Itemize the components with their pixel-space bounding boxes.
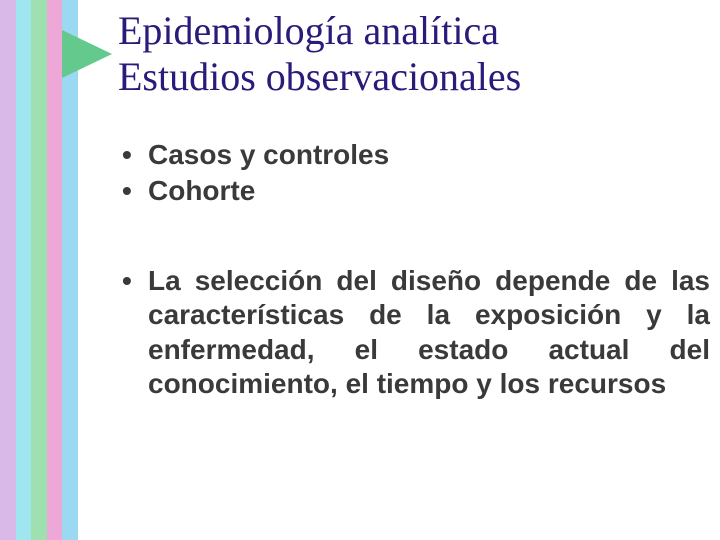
- bullet-item: Casos y controles: [118, 138, 710, 172]
- arrow-icon: [62, 30, 112, 78]
- bullet-group-1: Casos y controles Cohorte: [118, 138, 710, 208]
- stripe-3: [31, 0, 47, 540]
- bullet-item: Cohorte: [118, 174, 710, 208]
- bullet-item: La selección del diseño depende de las c…: [118, 264, 710, 401]
- decorative-sidebar: [0, 0, 78, 540]
- stripe-4: [47, 0, 63, 540]
- bullet-group-2: La selección del diseño depende de las c…: [118, 264, 710, 401]
- slide-title: Epidemiología analítica Estudios observa…: [118, 8, 710, 100]
- stripe-2: [16, 0, 32, 540]
- title-line-2: Estudios observacionales: [118, 54, 521, 99]
- slide-content: Epidemiología analítica Estudios observa…: [118, 8, 710, 401]
- stripe-5: [62, 0, 78, 540]
- stripe-1: [0, 0, 16, 540]
- title-line-1: Epidemiología analítica: [118, 8, 499, 53]
